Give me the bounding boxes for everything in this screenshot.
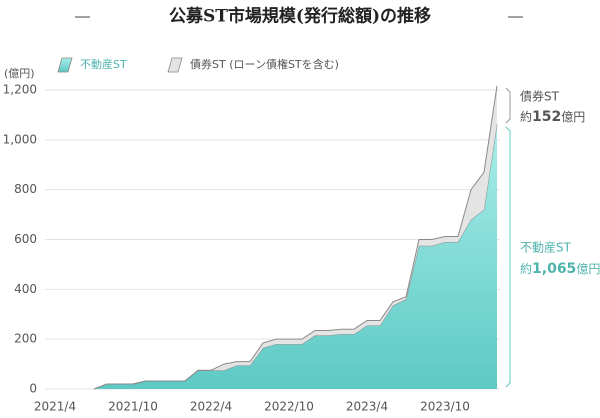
prefix: 約: [520, 109, 532, 124]
legend-swatch: [57, 57, 73, 73]
legend-label: 債券ST (ローン債権STを含む): [190, 57, 339, 71]
y-tick-label: 600: [14, 232, 37, 246]
y-tick-label: 800: [14, 182, 37, 196]
x-tick-label: 2021/4: [34, 400, 76, 414]
annotation-label: 債券ST: [520, 89, 560, 104]
annotation-label: 不動産ST: [520, 240, 572, 255]
legend-label: 不動産ST: [80, 57, 127, 71]
bracket: [505, 126, 511, 388]
areas: [93, 85, 498, 390]
area: [94, 123, 497, 389]
bracket: [505, 87, 511, 124]
annotation-value: 約152億円: [520, 109, 585, 126]
x-tick-label: 2023/10: [420, 400, 470, 414]
x-tick-label: 2021/10: [108, 400, 158, 414]
x-tick-label: 2022/4: [190, 400, 232, 414]
chart-title: 公募ST市場規模(発行総額)の推移: [169, 6, 431, 27]
unit: 億円: [576, 262, 600, 276]
prefix: 約: [520, 261, 532, 276]
y-tick-label: 1,000: [3, 132, 37, 146]
legend-swatch: [167, 57, 183, 73]
y-tick-label: 400: [14, 282, 37, 296]
y-tick-label: 0: [29, 382, 37, 396]
annotation-value: 約1,065億円: [520, 261, 600, 278]
number: 1,065: [532, 261, 576, 277]
x-tick-label: 2022/10: [264, 400, 314, 414]
y-unit: (億円): [4, 67, 35, 80]
x-tick-label: 2023/4: [346, 400, 388, 414]
unit: 億円: [561, 110, 585, 124]
y-tick-label: 1,200: [3, 83, 37, 97]
area-edge: [93, 85, 498, 390]
number: 152: [532, 109, 561, 125]
y-tick-label: 200: [14, 332, 37, 346]
